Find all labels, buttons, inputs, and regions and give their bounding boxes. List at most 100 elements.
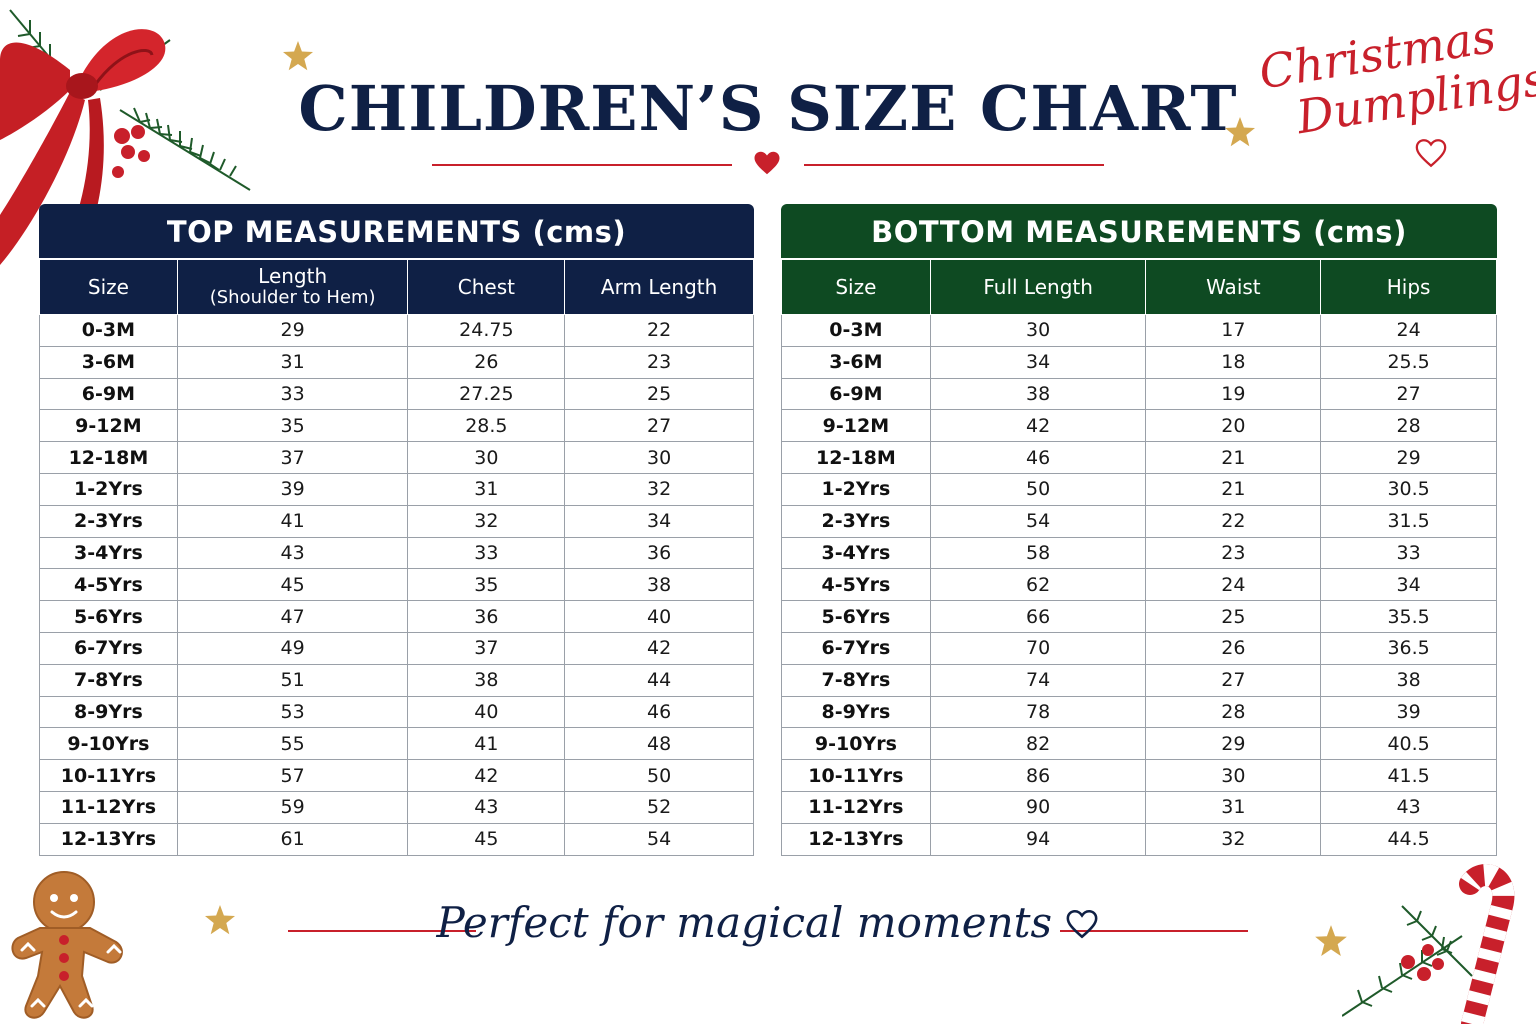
table-row: 10-11Yrs 57 42 50 bbox=[39, 759, 754, 792]
size-cell: 8-9Yrs bbox=[39, 695, 178, 729]
measurement-cell: 38 bbox=[407, 663, 566, 697]
table-row: 8-9Yrs 53 40 46 bbox=[39, 695, 754, 729]
measurement-cell: 30 bbox=[407, 441, 566, 474]
measurement-cell: 24.75 bbox=[407, 314, 566, 347]
size-cell: 6-7Yrs bbox=[781, 631, 931, 665]
measurement-cell: 46 bbox=[929, 441, 1147, 474]
table-row: 3-4Yrs 43 33 36 bbox=[39, 536, 754, 570]
table-row: 4-5Yrs 62 24 34 bbox=[781, 568, 1497, 602]
size-cell: 7-8Yrs bbox=[781, 663, 931, 697]
measurement-cell: 36.5 bbox=[1320, 631, 1497, 665]
measurement-cell: 33 bbox=[407, 536, 566, 570]
table-row: 6-7Yrs 49 37 42 bbox=[39, 631, 754, 665]
measurement-cell: 19 bbox=[1145, 377, 1322, 411]
measurement-cell: 38 bbox=[929, 377, 1147, 411]
size-cell: 9-12M bbox=[781, 409, 931, 443]
table-row: 9-10Yrs 82 29 40.5 bbox=[781, 727, 1497, 761]
table-row: 5-6Yrs 47 36 40 bbox=[39, 600, 754, 633]
measurement-cell: 62 bbox=[929, 568, 1147, 602]
measurement-cell: 24 bbox=[1320, 314, 1497, 347]
size-cell: 12-13Yrs bbox=[781, 822, 931, 856]
table-row: 0-3M 30 17 24 bbox=[781, 314, 1497, 347]
size-cell: 1-2Yrs bbox=[39, 472, 178, 506]
measurement-cell: 29 bbox=[176, 314, 409, 347]
footer-heart-icon bbox=[1066, 909, 1098, 939]
table-header-row: Size Full Length Waist Hips bbox=[781, 258, 1497, 315]
measurement-cell: 41 bbox=[176, 504, 409, 538]
measurement-cell: 25 bbox=[1145, 600, 1322, 633]
measurement-cell: 94 bbox=[929, 822, 1147, 856]
measurement-cell: 39 bbox=[176, 472, 409, 506]
measurement-cell: 57 bbox=[176, 759, 409, 792]
table-row: 10-11Yrs 86 30 41.5 bbox=[781, 759, 1497, 792]
measurement-cell: 86 bbox=[929, 759, 1147, 792]
table-row: 9-10Yrs 55 41 48 bbox=[39, 727, 754, 761]
measurement-cell: 31 bbox=[407, 472, 566, 506]
col-header-size: Size bbox=[781, 258, 931, 315]
table-row: 6-9M 38 19 27 bbox=[781, 377, 1497, 411]
measurement-cell: 30.5 bbox=[1320, 472, 1497, 506]
table-row: 1-2Yrs 39 31 32 bbox=[39, 472, 754, 506]
table-row: 9-12M 42 20 28 bbox=[781, 409, 1497, 443]
measurement-cell: 45 bbox=[407, 822, 566, 856]
size-cell: 9-12M bbox=[39, 409, 178, 443]
table-row: 0-3M 29 24.75 22 bbox=[39, 314, 754, 347]
measurement-cell: 40 bbox=[407, 695, 566, 729]
table-row: 3-4Yrs 58 23 33 bbox=[781, 536, 1497, 570]
size-cell: 9-10Yrs bbox=[39, 727, 178, 761]
page-title: CHILDREN’S SIZE CHART bbox=[298, 72, 1238, 145]
size-cell: 0-3M bbox=[781, 314, 931, 347]
measurement-cell: 61 bbox=[176, 822, 409, 856]
size-cell: 3-6M bbox=[39, 345, 178, 379]
star-icon bbox=[1225, 117, 1255, 147]
measurement-cell: 42 bbox=[407, 759, 566, 792]
measurement-cell: 23 bbox=[1145, 536, 1322, 570]
measurement-cell: 44.5 bbox=[1320, 822, 1497, 856]
measurement-cell: 30 bbox=[564, 441, 754, 474]
measurement-cell: 45 bbox=[176, 568, 409, 602]
measurement-cell: 37 bbox=[407, 631, 566, 665]
measurement-cell: 35 bbox=[407, 568, 566, 602]
measurement-cell: 27.25 bbox=[407, 377, 566, 411]
measurement-cell: 78 bbox=[929, 695, 1147, 729]
measurement-cell: 35.5 bbox=[1320, 600, 1497, 633]
measurement-cell: 34 bbox=[564, 504, 754, 538]
measurement-cell: 51 bbox=[176, 663, 409, 697]
measurement-cell: 34 bbox=[929, 345, 1147, 379]
table-row: 9-12M 35 28.5 27 bbox=[39, 409, 754, 443]
measurement-cell: 31.5 bbox=[1320, 504, 1497, 538]
bottom-measurements-panel: BOTTOM MEASUREMENTS (cms) Size Full Leng… bbox=[781, 204, 1497, 856]
size-cell: 1-2Yrs bbox=[781, 472, 931, 506]
measurement-cell: 21 bbox=[1145, 472, 1322, 506]
table-row: 11-12Yrs 90 31 43 bbox=[781, 790, 1497, 824]
table-row: 2-3Yrs 54 22 31.5 bbox=[781, 504, 1497, 538]
measurement-cell: 33 bbox=[1320, 536, 1497, 570]
measurement-cell: 42 bbox=[564, 631, 754, 665]
size-cell: 3-4Yrs bbox=[781, 536, 931, 570]
measurement-cell: 22 bbox=[1145, 504, 1322, 538]
measurement-cell: 44 bbox=[564, 663, 754, 697]
measurement-cell: 33 bbox=[176, 377, 409, 411]
measurement-cell: 31 bbox=[1145, 790, 1322, 824]
measurement-cell: 35 bbox=[176, 409, 409, 443]
table-row: 12-18M 46 21 29 bbox=[781, 441, 1497, 474]
table-row: 1-2Yrs 50 21 30.5 bbox=[781, 472, 1497, 506]
col-header-chest: Chest bbox=[407, 258, 566, 315]
measurement-cell: 30 bbox=[929, 314, 1147, 347]
star-icon bbox=[1315, 925, 1347, 957]
size-cell: 11-12Yrs bbox=[39, 790, 178, 824]
measurement-cell: 26 bbox=[407, 345, 566, 379]
col-header-hips: Hips bbox=[1320, 258, 1497, 315]
table-row: 7-8Yrs 74 27 38 bbox=[781, 663, 1497, 697]
size-cell: 8-9Yrs bbox=[781, 695, 931, 729]
measurement-cell: 36 bbox=[564, 536, 754, 570]
measurement-cell: 28 bbox=[1145, 695, 1322, 729]
size-cell: 12-18M bbox=[39, 441, 178, 474]
measurement-cell: 82 bbox=[929, 727, 1147, 761]
size-cell: 4-5Yrs bbox=[39, 568, 178, 602]
measurement-cell: 27 bbox=[1320, 377, 1497, 411]
col-header-waist: Waist bbox=[1145, 258, 1322, 315]
table-row: 6-7Yrs 70 26 36.5 bbox=[781, 631, 1497, 665]
measurement-cell: 66 bbox=[929, 600, 1147, 633]
size-cell: 0-3M bbox=[39, 314, 178, 347]
